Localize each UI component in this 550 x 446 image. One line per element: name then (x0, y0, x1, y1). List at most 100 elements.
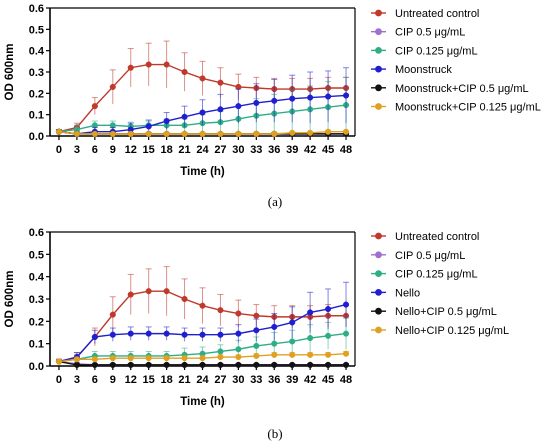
panel-a: 0.0 0.1 0.2 0.3 0.4 0.5 0.6 0 3 6 9 12 15 18 21 24 27 30 3… (0, 0, 550, 215)
legend-marker (375, 65, 382, 73)
y-tick-label: 0.0 (29, 361, 44, 373)
legend-label: Nello (395, 287, 420, 299)
data-point (235, 330, 242, 337)
data-point (342, 330, 350, 337)
data-point (163, 355, 170, 362)
y-tick-label: 0.4 (29, 272, 45, 284)
y-axis-label: OD 600nm (4, 271, 16, 328)
legend-item: CIP 0.125 μg/mL (371, 45, 478, 57)
data-point (199, 355, 206, 362)
y-tick-label: 0.5 (29, 24, 44, 36)
legend-item: Untreated control (371, 231, 479, 243)
data-point (217, 361, 224, 368)
x-tick-label: 12 (125, 374, 137, 386)
legend-label: CIP 0.5 μg/mL (395, 27, 465, 39)
data-point (289, 351, 296, 358)
x-tick-label: 24 (196, 144, 209, 156)
chart-b: 0.00.10.20.30.40.50.60 3 6 9 12 15 18 21 24 27 30 3… (4, 227, 509, 441)
data-point (271, 323, 278, 330)
data-point (289, 338, 296, 345)
series-phage_cip0125 (55, 128, 350, 137)
data-point (217, 331, 224, 338)
x-tick-label: 30 (232, 374, 244, 386)
data-point (235, 361, 242, 368)
x-tick-label: 18 (160, 374, 172, 386)
data-point (109, 361, 116, 368)
x-tick-label: 9 (110, 144, 116, 156)
data-point (145, 361, 152, 368)
data-point (253, 312, 260, 319)
data-point (199, 75, 206, 82)
data-point (109, 83, 116, 90)
legend-item: Nello+CIP 0.125 μg/mL (371, 325, 509, 337)
x-axis-label: Time (h) (180, 396, 225, 408)
legend-item: Untreated control (371, 8, 479, 20)
x-tick-label: 36 (268, 144, 280, 156)
data-point (127, 330, 134, 337)
data-point (163, 288, 170, 295)
data-point (235, 310, 242, 317)
legend-label: CIP 0.125 μg/mL (395, 269, 478, 281)
legend-item: Nello+CIP 0.5 μg/mL (371, 306, 497, 318)
data-point (217, 348, 224, 355)
data-point (271, 351, 278, 358)
data-point (235, 103, 242, 110)
data-point (91, 333, 98, 341)
data-point (145, 130, 152, 137)
data-point (271, 340, 278, 347)
data-point (289, 129, 296, 136)
legend-item: CIP 0.5 μg/mL (371, 250, 465, 262)
data-point (127, 64, 134, 71)
data-point (127, 361, 134, 368)
data-point (325, 128, 332, 135)
legend-label: Moonstruck+CIP 0.125 μg/mL (395, 102, 541, 114)
data-point (325, 93, 332, 100)
data-point (289, 319, 296, 326)
data-point (181, 130, 188, 137)
data-point (181, 355, 188, 362)
x-tick-label: 45 (322, 144, 334, 156)
legend-marker (375, 307, 382, 315)
data-point (181, 68, 188, 76)
legend-marker (375, 232, 382, 240)
data-point (342, 350, 350, 357)
legend-item: CIP 0.5 μg/mL (371, 27, 465, 39)
legend-label: Untreated control (395, 231, 479, 243)
y-tick-label: 0.6 (29, 3, 44, 15)
chart-a: 0.00.10.20.30.40.50.60 3 6 9 12 15 18 21 24 27 30 3… (4, 3, 541, 209)
x-tick-label: 39 (286, 374, 298, 386)
legend-item: Moonstruck (371, 64, 452, 76)
x-tick-label: 45 (322, 374, 334, 386)
panel-caption: (b) (267, 426, 282, 441)
data-point (145, 61, 152, 68)
data-point (199, 361, 206, 368)
panel-caption: (a) (268, 194, 282, 209)
data-point (199, 331, 206, 338)
data-point (127, 291, 134, 298)
data-point (127, 355, 134, 362)
x-tick-label: 36 (268, 374, 280, 386)
y-tick-label: 0.0 (29, 131, 44, 143)
data-point (289, 361, 296, 368)
data-point (342, 301, 350, 308)
data-point (271, 97, 278, 104)
data-point (217, 130, 224, 137)
x-axis-label: Time (h) (180, 166, 225, 178)
data-point (73, 130, 80, 137)
x-tick-label: 21 (178, 374, 190, 386)
legend-marker (375, 289, 382, 296)
data-point (163, 118, 170, 125)
x-tick-label: 42 (304, 144, 316, 156)
y-tick-label: 0.5 (29, 249, 44, 261)
data-point (253, 327, 260, 334)
data-point (325, 332, 332, 339)
x-tick-label: 6 (92, 374, 98, 386)
x-tick-label: 27 (214, 144, 226, 156)
data-point (109, 311, 116, 318)
data-point (271, 130, 278, 137)
x-tick-label: 0 (56, 374, 62, 386)
legend-label: Untreated control (395, 8, 479, 20)
data-point (145, 355, 152, 362)
data-point (127, 130, 134, 137)
